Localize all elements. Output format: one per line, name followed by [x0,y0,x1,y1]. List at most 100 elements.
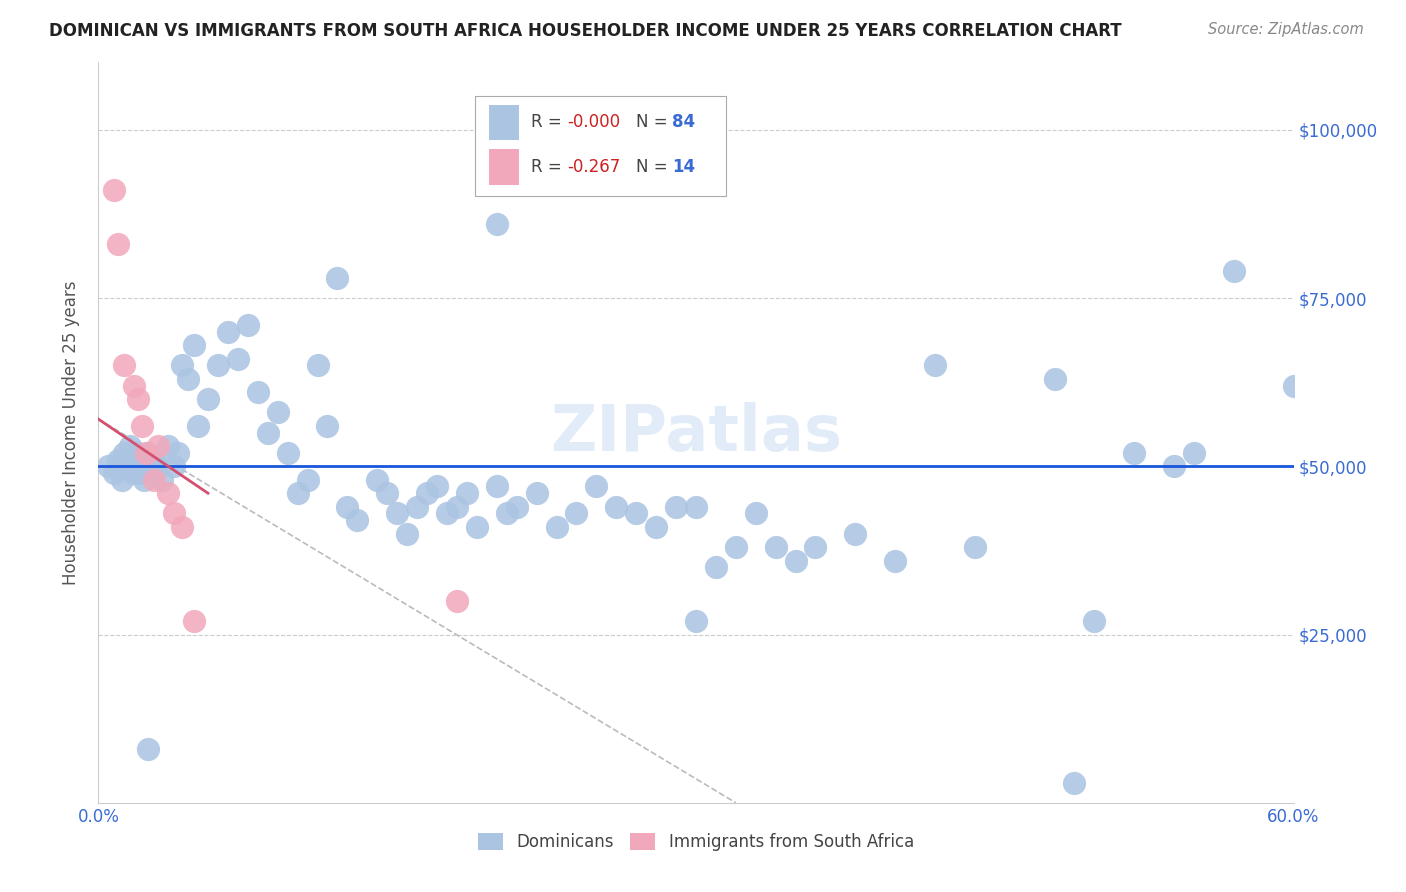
Point [396,526,419,541]
Text: 84: 84 [672,113,695,131]
Point [131,418,153,433]
Point [112,446,135,460]
Point [103,466,125,480]
Point [1123,446,1146,460]
Point [256,425,278,440]
Point [685,614,707,628]
Point [446,500,468,514]
Point [127,446,149,460]
Point [844,526,866,541]
Text: 14: 14 [672,158,695,176]
Point [346,513,368,527]
Point [1163,459,1185,474]
Point [546,520,568,534]
Point [157,439,180,453]
Point [246,385,269,400]
Point [1083,614,1105,628]
Point [506,500,529,514]
Point [745,507,768,521]
Point [148,439,170,453]
Point [143,452,166,467]
Point [456,486,478,500]
Point [207,359,229,373]
Text: ZIPatlas: ZIPatlas [550,401,842,464]
Text: DOMINICAN VS IMMIGRANTS FROM SOUTH AFRICA HOUSEHOLDER INCOME UNDER 25 YEARS CORR: DOMINICAN VS IMMIGRANTS FROM SOUTH AFRIC… [49,22,1122,40]
Point [187,418,209,433]
Point [804,540,827,554]
Text: R =: R = [531,113,567,131]
Point [163,507,186,521]
Point [120,439,142,453]
Text: N =: N = [637,158,673,176]
Point [724,540,747,554]
Point [645,520,668,534]
Point [884,553,907,567]
Point [167,446,190,460]
Point [134,473,156,487]
Text: -0.000: -0.000 [567,113,620,131]
Bar [489,104,519,140]
Point [495,507,517,521]
Point [1282,378,1305,392]
Point [336,500,359,514]
Point [1182,446,1205,460]
Point [124,452,146,467]
Point [183,338,205,352]
Point [143,473,166,487]
Point [112,359,135,373]
Text: Source: ZipAtlas.com: Source: ZipAtlas.com [1208,22,1364,37]
Point [157,486,180,500]
Point [785,553,807,567]
Point [307,359,329,373]
Point [183,614,205,628]
Point [465,520,488,534]
Point [963,540,986,554]
Point [765,540,787,554]
Point [121,466,143,480]
Bar [489,149,519,185]
Point [436,507,458,521]
Point [485,479,508,493]
Point [297,473,319,487]
Point [924,359,946,373]
Legend: Dominicans, Immigrants from South Africa: Dominicans, Immigrants from South Africa [471,826,921,857]
Point [177,372,200,386]
Point [129,466,152,480]
Point [685,500,707,514]
Point [148,459,170,474]
Point [565,507,588,521]
Point [131,452,153,467]
Point [172,359,194,373]
Point [626,507,648,521]
Point [366,473,388,487]
Point [97,459,120,474]
Text: -0.267: -0.267 [567,158,620,176]
Point [163,459,186,474]
Point [117,459,139,474]
Point [136,742,159,756]
Point [127,392,149,406]
Point [316,418,339,433]
Point [704,560,727,574]
Point [226,351,249,366]
Point [416,486,439,500]
Text: N =: N = [637,113,673,131]
Point [141,466,163,480]
Point [135,446,157,460]
Point [1063,775,1085,789]
FancyBboxPatch shape [475,95,725,195]
Point [172,520,194,534]
Point [267,405,290,419]
Point [406,500,429,514]
Point [426,479,449,493]
Point [277,446,299,460]
Point [385,507,409,521]
Point [585,479,607,493]
Point [135,459,157,474]
Point [150,473,173,487]
Y-axis label: Householder Income Under 25 years: Householder Income Under 25 years [62,280,80,585]
Point [139,459,162,474]
Point [124,378,146,392]
Point [107,237,129,252]
Point [136,446,159,460]
